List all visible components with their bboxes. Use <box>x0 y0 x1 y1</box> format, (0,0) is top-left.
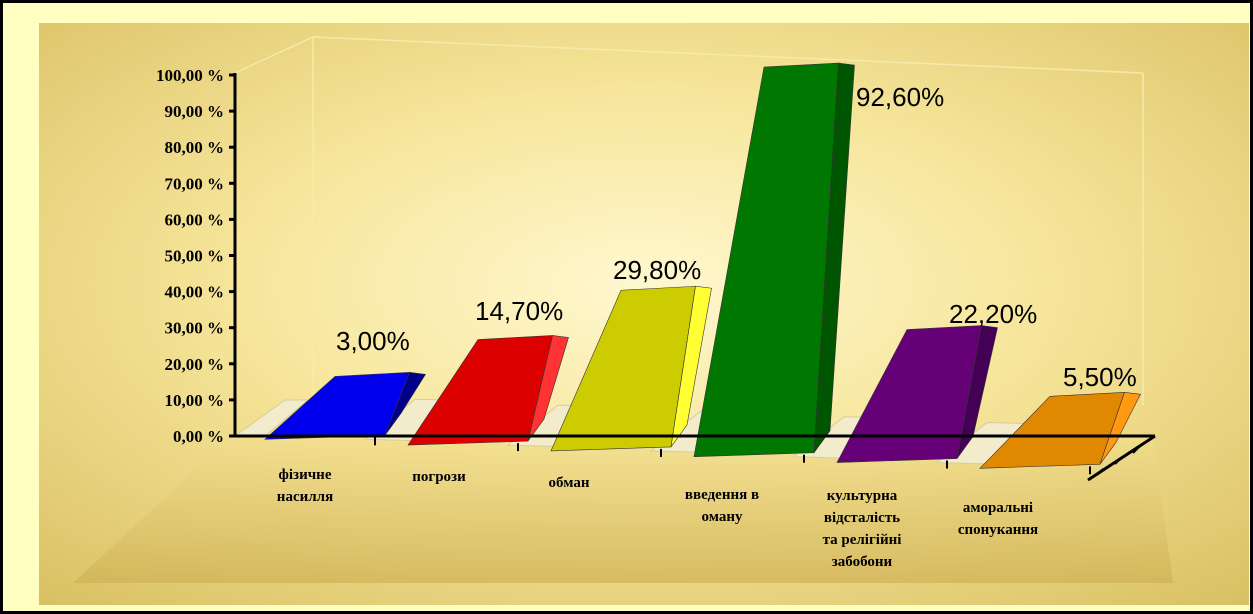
data-label-1: 3,00% <box>336 326 410 356</box>
category-label: оману <box>702 509 743 525</box>
category-label: аморальні <box>963 500 1033 516</box>
category-label: насилля <box>277 489 333 505</box>
y-tick-label: 0,00 % <box>173 427 224 446</box>
bars <box>264 62 1141 469</box>
category-label: спонукання <box>958 522 1038 538</box>
depth-tick-mark <box>1114 457 1122 465</box>
category-label: введення в <box>685 487 759 503</box>
bar-chart: 0,00 % 10,00 % 20,00 % 30,00 % 40,00 % 50,00 … <box>39 23 1249 605</box>
depth-tick-mark <box>1132 446 1140 454</box>
depth-tick-mark <box>1096 468 1104 476</box>
bar-side-1 <box>384 372 427 436</box>
category-label: та релігійні <box>823 532 902 548</box>
y-tick-label: 100,00 % <box>156 66 224 85</box>
data-label-2: 14,70% <box>475 296 563 326</box>
plot-walls <box>234 36 1144 405</box>
data-label-3: 29,80% <box>613 255 701 285</box>
bar-side-2 <box>527 335 569 442</box>
bar-side-4 <box>813 62 855 454</box>
y-tick-label: 10,00 % <box>165 391 225 410</box>
back-wall-top-edge <box>312 36 1144 74</box>
data-label-6: 5,50% <box>1063 362 1137 392</box>
y-tick-label: 40,00 % <box>165 283 225 302</box>
data-label-4: 92,60% <box>856 82 944 112</box>
y-tick-label: 90,00 % <box>165 102 225 121</box>
data-labels: 3,00% 14,70% 29,80% 92,60% 22,20% 5,50% <box>336 82 1137 392</box>
category-label: забобони <box>832 554 893 570</box>
data-label-5: 22,20% <box>949 299 1037 329</box>
category-label: обман <box>549 475 590 491</box>
y-tick-label: 80,00 % <box>165 138 225 157</box>
y-tick-label: 30,00 % <box>165 319 225 338</box>
category-label: погрози <box>412 469 466 485</box>
bar-side-3 <box>670 285 712 448</box>
bar-side-6 <box>1099 391 1141 465</box>
category-label: культурна <box>827 488 898 504</box>
y-tick-label: 60,00 % <box>165 210 225 229</box>
x-axis-ticks <box>374 437 1140 476</box>
y-tick-label: 50,00 % <box>165 247 225 266</box>
category-label: відсталість <box>824 510 900 526</box>
y-tick-label: 70,00 % <box>165 174 225 193</box>
side-wall-top-edge <box>234 36 314 74</box>
bar-side-5 <box>956 325 998 459</box>
category-labels: фізичне насилля погрози обман введення в оман… <box>277 467 1038 570</box>
y-axis-ticks: 0,00 % 10,00 % 20,00 % 30,00 % 40,00 % 50,00 … <box>156 66 235 446</box>
y-tick-label: 20,00 % <box>165 355 225 374</box>
floor-area <box>73 435 1173 583</box>
plot-panel: 0,00 % 10,00 % 20,00 % 30,00 % 40,00 % 50,00 … <box>39 23 1249 605</box>
category-label: фізичне <box>279 467 332 483</box>
